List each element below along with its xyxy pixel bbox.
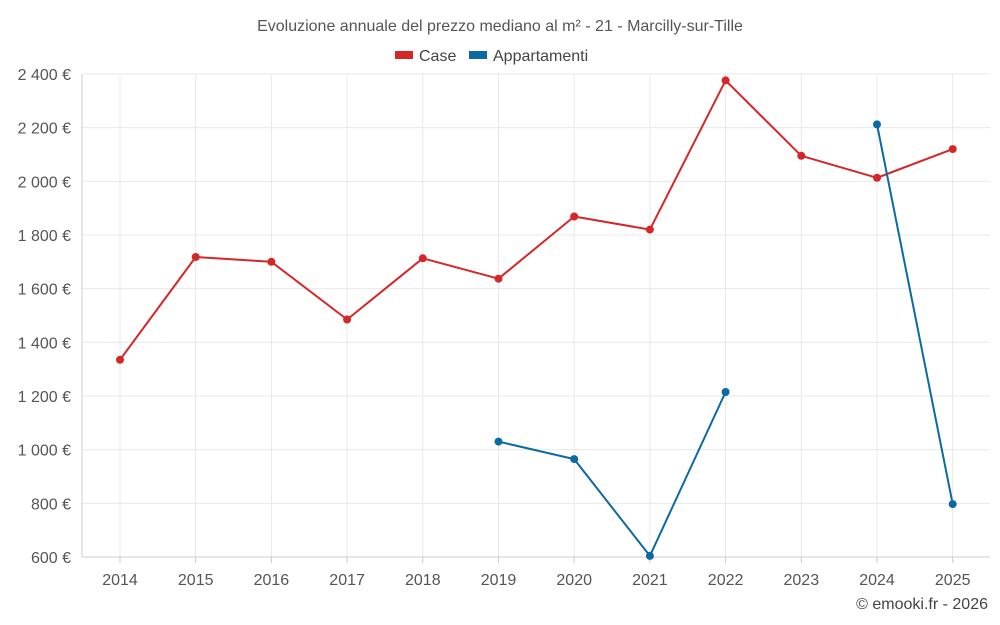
x-tick-label: 2025 xyxy=(935,572,971,589)
legend-label-case: Case xyxy=(419,48,456,65)
y-tick-label: 1 600 € xyxy=(18,282,71,299)
x-tick-label: 2016 xyxy=(254,572,290,589)
data-point-case[interactable] xyxy=(418,254,427,263)
data-point-case[interactable] xyxy=(645,225,654,234)
y-tick-label: 2 000 € xyxy=(18,174,71,191)
axes: 600 € 800 € 1 000 € 1 200 € 1 400 € 1 600 € 1 … xyxy=(18,67,990,589)
x-tick-label: 2021 xyxy=(632,572,668,589)
x-tick-label: 2020 xyxy=(556,572,592,589)
legend-swatch-appartamenti xyxy=(469,51,487,59)
grid xyxy=(82,73,990,557)
data-point-case[interactable] xyxy=(570,212,579,221)
data-point-appartamenti[interactable] xyxy=(721,388,730,396)
x-tick-label: 2017 xyxy=(329,572,365,589)
data-point-appartamenti[interactable] xyxy=(873,120,881,129)
data-point-case[interactable] xyxy=(191,253,200,261)
series-line-appartamenti xyxy=(876,124,954,505)
series-line-appartamenti xyxy=(498,391,727,557)
x-tick-label: 2024 xyxy=(859,572,895,589)
chart-title: Evoluzione annuale del prezzo mediano al… xyxy=(257,18,743,35)
data-point-case[interactable] xyxy=(948,145,957,154)
data-point-appartamenti[interactable] xyxy=(948,500,957,509)
x-tick-label: 2022 xyxy=(708,572,744,589)
data-point-case[interactable] xyxy=(267,257,276,266)
x-tick-label: 2019 xyxy=(481,572,517,589)
y-tick-label: 1 200 € xyxy=(18,389,71,406)
series-line-case xyxy=(119,79,954,361)
x-tick-label: 2023 xyxy=(784,572,820,589)
data-point-case[interactable] xyxy=(494,274,503,283)
x-tick-label: 2015 xyxy=(178,572,214,589)
data-point-appartamenti[interactable] xyxy=(570,455,579,464)
y-tick-label: 800 € xyxy=(31,496,71,513)
y-tick-label: 1 400 € xyxy=(18,335,71,352)
data-point-case[interactable] xyxy=(797,151,806,160)
data-point-appartamenti[interactable] xyxy=(645,551,654,560)
y-tick-label: 600 € xyxy=(31,550,71,567)
data-point-case[interactable] xyxy=(721,76,730,85)
legend-swatch-case xyxy=(395,51,413,59)
data-point-case[interactable] xyxy=(343,315,352,324)
legend-label-appartamenti: Appartamenti xyxy=(493,48,588,65)
y-tick-label: 1 800 € xyxy=(18,228,71,245)
x-tick-label: 2018 xyxy=(405,572,441,589)
y-tick-label: 2 400 € xyxy=(18,67,71,84)
x-tick-label: 2014 xyxy=(102,572,138,589)
y-tick-label: 2 200 € xyxy=(18,121,71,138)
legend: Case Appartamenti xyxy=(395,48,588,65)
data-point-appartamenti[interactable] xyxy=(494,437,503,446)
credit-text: © emooki.fr - 2026 xyxy=(856,596,988,613)
y-tick-label: 1 000 € xyxy=(18,443,71,460)
series xyxy=(116,76,957,560)
data-point-case[interactable] xyxy=(873,173,881,182)
data-point-case[interactable] xyxy=(116,355,124,364)
